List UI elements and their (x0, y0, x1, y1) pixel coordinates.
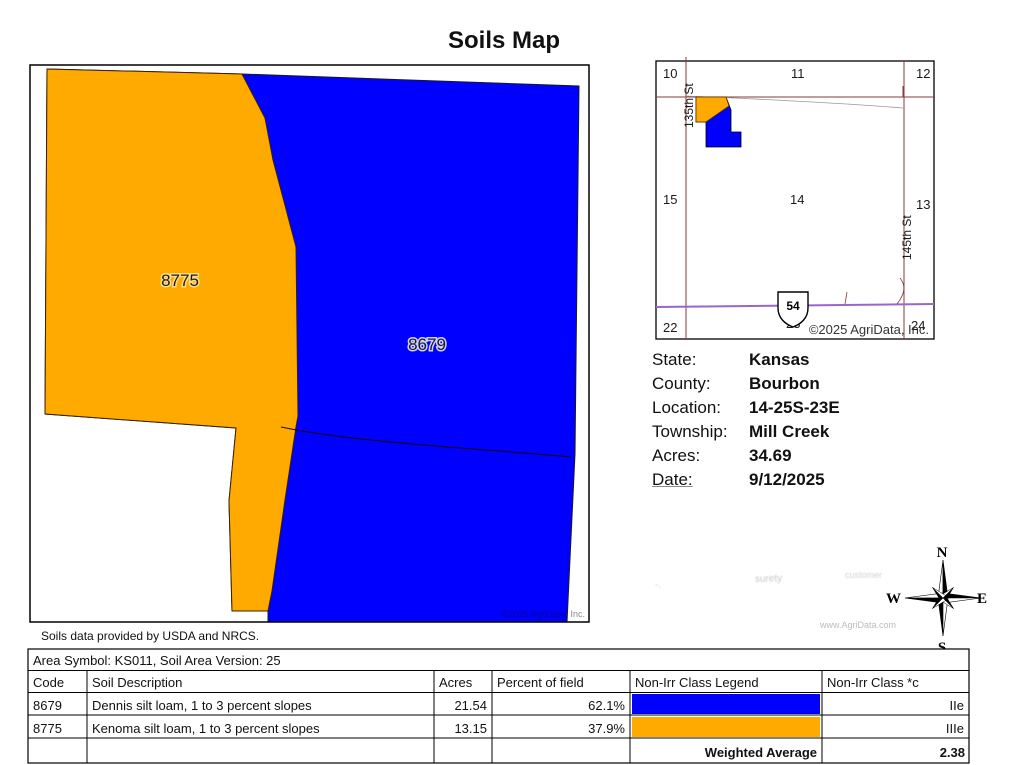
svg-text:62.1%: 62.1% (588, 698, 625, 713)
svg-text:Kenoma silt loam, 1 to 3 perce: Kenoma silt loam, 1 to 3 percent slopes (92, 721, 320, 736)
svg-text:21.54: 21.54 (454, 698, 487, 713)
svg-text:Non-Irr Class *c: Non-Irr Class *c (827, 675, 919, 690)
svg-text:IIe: IIe (950, 698, 964, 713)
svg-text:13.15: 13.15 (454, 721, 487, 736)
svg-text:2.38: 2.38 (940, 745, 965, 760)
svg-text:IIIe: IIIe (946, 721, 964, 736)
svg-text:Acres: Acres (439, 675, 473, 690)
svg-text:Area Symbol: KS011, Soil Area: Area Symbol: KS011, Soil Area Version: 2… (33, 653, 281, 668)
svg-text:Soil Description: Soil Description (92, 675, 182, 690)
svg-text:8679: 8679 (33, 698, 62, 713)
svg-text:Code: Code (33, 675, 64, 690)
svg-text:Dennis silt loam, 1 to 3 perce: Dennis silt loam, 1 to 3 percent slopes (92, 698, 312, 713)
svg-text:Non-Irr Class Legend: Non-Irr Class Legend (635, 675, 759, 690)
svg-text:37.9%: 37.9% (588, 721, 625, 736)
svg-text:Percent of field: Percent of field (497, 675, 584, 690)
svg-text:Weighted Average: Weighted Average (705, 745, 817, 760)
svg-text:8775: 8775 (33, 721, 62, 736)
